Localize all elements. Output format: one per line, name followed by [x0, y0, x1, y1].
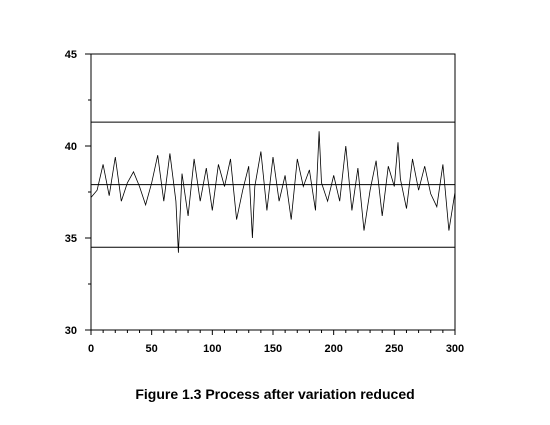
x-tick-label: 150	[264, 343, 282, 355]
x-tick-label: 50	[146, 343, 158, 355]
plot-frame	[90, 53, 456, 331]
x-tick-label: 100	[203, 343, 221, 355]
y-tick-label: 45	[65, 49, 77, 61]
x-tick-label: 0	[88, 343, 94, 355]
y-tick-label: 35	[65, 233, 77, 245]
y-tick-label: 40	[65, 141, 77, 153]
x-tick-label: 300	[446, 343, 464, 355]
x-tick-label: 250	[385, 343, 403, 355]
y-tick-label: 30	[65, 325, 77, 337]
x-tick-label: 200	[324, 343, 342, 355]
series-line	[90, 131, 456, 253]
figure-caption: Figure 1.3 Process after variation reduc…	[135, 386, 415, 402]
